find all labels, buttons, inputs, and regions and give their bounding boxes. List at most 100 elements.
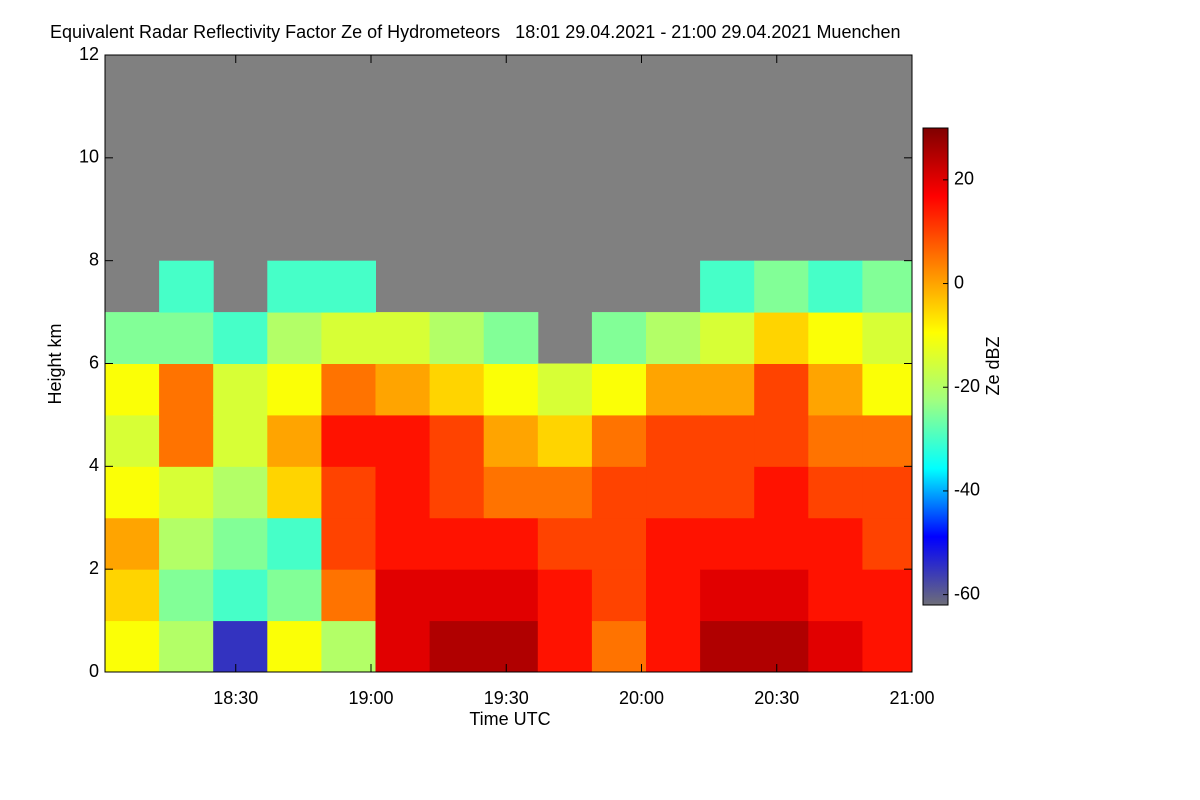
heat-cell	[375, 466, 431, 519]
heat-cell	[862, 517, 913, 570]
heat-cell	[267, 312, 322, 364]
heat-cell	[267, 620, 322, 673]
x-tick-label: 20:30	[754, 688, 799, 708]
heat-cell	[700, 620, 755, 673]
heat-cell	[321, 517, 377, 570]
heat-cell	[537, 363, 593, 416]
heat-cell	[591, 569, 647, 622]
heat-cell	[375, 414, 431, 467]
chart-title: Equivalent Radar Reflectivity Factor Ze …	[50, 22, 901, 42]
heat-cell	[159, 260, 214, 313]
heat-cell	[159, 517, 214, 570]
heat-cell	[754, 363, 809, 416]
heat-cell	[267, 517, 322, 570]
y-tick-label: 12	[79, 44, 99, 64]
heat-cell	[537, 569, 593, 622]
y-tick-label: 4	[89, 455, 99, 475]
heat-cell	[537, 466, 593, 519]
heat-cell	[213, 517, 268, 570]
heat-cell	[429, 414, 485, 467]
heat-cell	[429, 517, 485, 570]
heat-cell	[808, 363, 863, 416]
heat-cell	[159, 569, 214, 622]
x-tick-label: 19:30	[484, 688, 529, 708]
heat-cell	[862, 363, 913, 416]
heat-cell	[213, 466, 268, 519]
heat-cell	[591, 620, 647, 673]
heat-cell	[862, 414, 913, 467]
heat-cell	[591, 363, 647, 416]
heat-cell	[700, 260, 755, 313]
heat-cell	[537, 620, 593, 673]
heat-cell	[267, 466, 322, 519]
heat-cell	[483, 414, 539, 467]
heat-cell	[105, 569, 160, 622]
heat-cell	[429, 466, 485, 519]
heat-cell	[646, 466, 701, 519]
heat-cell	[862, 260, 913, 313]
heat-cell	[483, 517, 539, 570]
heat-cell	[321, 260, 377, 313]
heat-cell	[159, 466, 214, 519]
heat-cell	[862, 620, 913, 673]
heat-cell	[754, 260, 809, 313]
heat-cell	[159, 620, 214, 673]
heat-cell	[808, 414, 863, 467]
heat-cell	[483, 466, 539, 519]
heat-cell	[754, 414, 809, 467]
y-tick-label: 10	[79, 147, 99, 167]
heat-cell	[862, 569, 913, 622]
heat-cell	[105, 363, 160, 416]
colorbar	[922, 127, 949, 606]
colorbar-tick-label: -20	[954, 376, 980, 396]
heat-cell	[862, 312, 913, 364]
heat-cell	[537, 517, 593, 570]
heat-cell	[375, 569, 431, 622]
heat-cell	[808, 466, 863, 519]
heat-cell	[591, 466, 647, 519]
heat-cell	[754, 466, 809, 519]
y-tick-label: 2	[89, 558, 99, 578]
heat-cell	[213, 620, 268, 673]
heat-cell	[267, 363, 322, 416]
heat-cell	[754, 620, 809, 673]
heat-cell	[808, 312, 863, 364]
heat-cell	[375, 620, 431, 673]
heat-cell	[591, 517, 647, 570]
colorbar-label: Ze dBZ	[983, 336, 1003, 395]
heat-cell	[267, 569, 322, 622]
heat-cell	[321, 363, 377, 416]
heat-cell	[105, 312, 160, 364]
heat-cell	[213, 569, 268, 622]
heat-cell	[808, 517, 863, 570]
heat-cell	[591, 414, 647, 467]
heat-cell	[646, 312, 701, 364]
heat-cell	[321, 569, 377, 622]
x-tick-label: 21:00	[889, 688, 934, 708]
heat-cell	[429, 312, 485, 364]
heat-cell	[375, 312, 431, 364]
heat-cell	[105, 414, 160, 467]
heat-cell	[808, 569, 863, 622]
heat-cell	[213, 363, 268, 416]
heat-cell	[646, 363, 701, 416]
colorbar-tick-label: -40	[954, 480, 980, 500]
heat-cell	[483, 569, 539, 622]
heat-cell	[321, 620, 377, 673]
heat-cell	[105, 466, 160, 519]
heat-cell	[483, 620, 539, 673]
heat-cell	[808, 620, 863, 673]
y-tick-label: 0	[89, 661, 99, 681]
heat-cell	[375, 363, 431, 416]
heat-cell	[862, 466, 913, 519]
heat-cell	[700, 414, 755, 467]
heat-cell	[700, 363, 755, 416]
heat-cell	[375, 517, 431, 570]
x-tick-label: 19:00	[348, 688, 393, 708]
heat-cell	[646, 517, 701, 570]
heat-cell	[591, 312, 647, 364]
y-tick-label: 6	[89, 352, 99, 372]
x-tick-label: 18:30	[213, 688, 258, 708]
heat-cell	[646, 620, 701, 673]
